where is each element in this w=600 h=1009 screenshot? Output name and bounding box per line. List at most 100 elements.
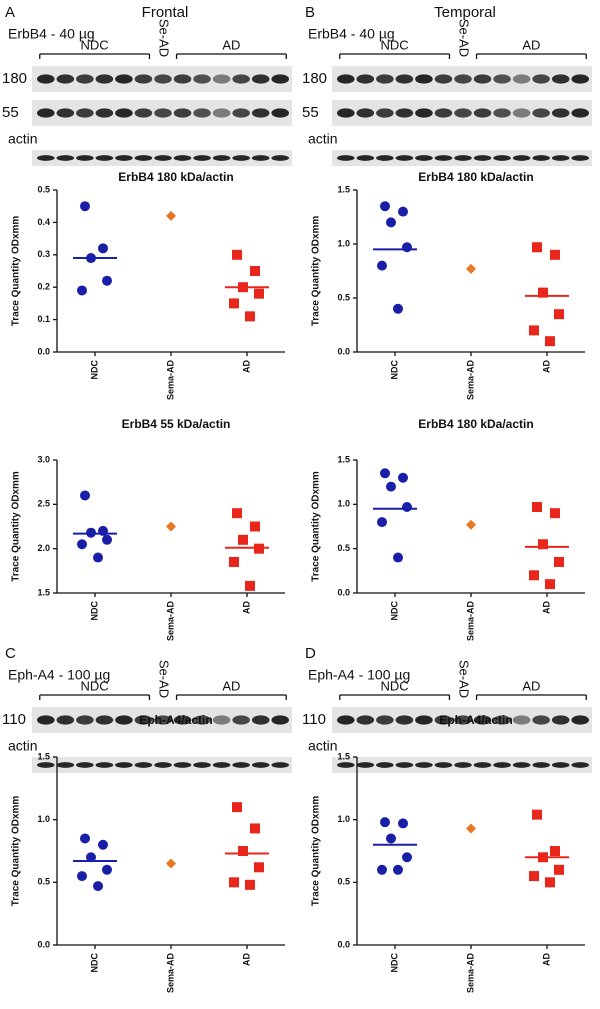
- data-point: [545, 579, 555, 590]
- x-tick-label: AD: [541, 360, 551, 373]
- blot-band: [76, 715, 94, 725]
- data-point: [380, 468, 390, 479]
- blot-band: [173, 108, 192, 118]
- blot-band: [473, 108, 492, 118]
- blot-band: [212, 155, 231, 161]
- blot-band: [532, 108, 550, 118]
- data-point: [466, 823, 476, 834]
- blot-band: [356, 108, 375, 118]
- y-axis-label: Trace Quantity ODxmm: [311, 471, 322, 582]
- y-tick-label: 1.0: [337, 814, 350, 824]
- data-point: [86, 253, 96, 264]
- blot-band: [434, 762, 453, 768]
- x-tick-label: AD: [241, 601, 251, 614]
- group-label: NDC: [381, 678, 409, 693]
- chart-title: ErbB4 55 kDa/actin: [122, 417, 231, 431]
- data-point: [86, 852, 96, 863]
- blot-band: [154, 74, 172, 84]
- protein-label: ErbB4 - 40 µg: [8, 26, 95, 42]
- data-point: [93, 881, 103, 892]
- blot-band: [571, 155, 590, 161]
- data-point: [166, 210, 176, 221]
- blot-band: [415, 762, 433, 768]
- blot-band: [336, 74, 355, 84]
- blot-band: [173, 762, 192, 768]
- data-point: [545, 336, 555, 347]
- blot-band: [395, 74, 414, 84]
- x-tick-label: NDC: [89, 360, 99, 380]
- y-tick-label: 0.4: [37, 217, 50, 227]
- y-tick-label: 1.5: [337, 454, 350, 464]
- blot-band: [512, 715, 531, 725]
- blot-band: [454, 762, 472, 768]
- group-label: Se-AD: [457, 660, 472, 698]
- group-label: NDC: [381, 37, 409, 52]
- y-tick-label: 1.0: [337, 238, 350, 248]
- blot-band: [493, 155, 511, 161]
- blot-band: [376, 715, 394, 725]
- protein-label: Eph-A4 - 100 µg: [8, 667, 110, 683]
- blot-band: [76, 108, 94, 118]
- blot-band: [76, 155, 94, 161]
- y-tick-label: 1.0: [337, 499, 350, 509]
- data-point: [238, 846, 248, 856]
- blot-band: [454, 74, 472, 84]
- blot-band: [376, 762, 394, 768]
- blot-band: [115, 74, 133, 84]
- blot-band: [356, 155, 375, 161]
- blot-band: [434, 108, 453, 118]
- data-point: [238, 534, 248, 545]
- data-point: [554, 556, 564, 567]
- blot-band: [551, 108, 570, 118]
- data-point: [77, 285, 87, 296]
- x-tick-label: AD: [241, 953, 251, 966]
- chart-title: ErbB4 180 kDa/actin: [118, 170, 233, 184]
- y-tick-label: 1.5: [37, 587, 50, 597]
- chart-title: Eph-A4/actin: [439, 713, 512, 727]
- group-label: Se-AD: [157, 660, 172, 698]
- y-axis-label: Trace Quantity ODxmm: [311, 796, 322, 907]
- blot-band: [36, 74, 55, 84]
- blot-band: [271, 715, 290, 725]
- group-label: AD: [222, 678, 240, 693]
- blot-band: [512, 74, 531, 84]
- data-point: [245, 879, 255, 890]
- data-point: [466, 263, 476, 274]
- data-point: [386, 833, 396, 844]
- blot-band: [232, 715, 250, 725]
- blot-band: [115, 108, 133, 118]
- blot-band: [56, 155, 75, 161]
- blot-band: [395, 715, 414, 725]
- row-label: 55: [302, 104, 319, 121]
- blot-band: [493, 108, 511, 118]
- chart-title: ErbB4 180 kDa/actin: [418, 417, 533, 431]
- data-point: [532, 809, 542, 820]
- blot-band: [193, 155, 211, 161]
- group-label: NDC: [81, 37, 109, 52]
- data-point: [80, 833, 90, 844]
- data-point: [550, 846, 560, 856]
- y-tick-label: 2.5: [37, 499, 50, 509]
- group-label: AD: [522, 37, 540, 52]
- data-point: [98, 243, 108, 254]
- data-point: [80, 201, 90, 212]
- blot-band: [193, 108, 211, 118]
- blot-band: [36, 715, 55, 725]
- data-point: [98, 839, 108, 850]
- y-tick-label: 0.0: [37, 346, 50, 356]
- data-point: [532, 242, 542, 253]
- data-point: [529, 871, 539, 882]
- data-point: [554, 864, 564, 875]
- blot-band: [115, 715, 133, 725]
- blot-band: [571, 715, 590, 725]
- row-label: actin: [308, 738, 338, 754]
- blot-band: [251, 155, 270, 161]
- y-axis-label: Trace Quantity ODxmm: [11, 471, 22, 582]
- blot-band: [336, 108, 355, 118]
- data-point: [250, 521, 260, 532]
- blot-band: [56, 108, 75, 118]
- x-tick-label: Sema-AD: [465, 601, 475, 642]
- data-point: [466, 519, 476, 530]
- data-point: [529, 570, 539, 581]
